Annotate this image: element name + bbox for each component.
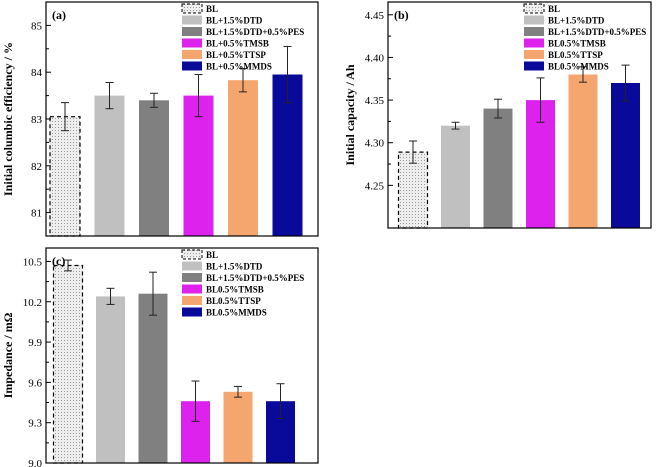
bar-bl: [397, 151, 429, 229]
legend-label: BL+1.5%DTD+0.5%PES: [206, 27, 304, 37]
y-tick-label: 4.30: [365, 138, 385, 150]
bar-bl: [49, 116, 81, 237]
legend-swatch-tmsb: [182, 38, 202, 48]
bar-dtd_pes: [138, 293, 168, 463]
chart-panel-a: 81 82 83 84 85 Initial columbic efficiency / …: [1, 1, 319, 237]
legend-swatch-ttsp: [182, 296, 202, 305]
y-tick-label: 9.0: [28, 458, 42, 467]
error-bar: [409, 140, 417, 164]
plot-frame: [387, 1, 652, 229]
bar-dtd_pes: [483, 108, 513, 228]
y-tick-label: 10.2: [23, 297, 42, 309]
chart-panel-b: 4.25 4.30 4.35 4.40 4.45 Initial capacity / A…: [343, 1, 652, 229]
legend-label: BL0.5%TTSP: [206, 296, 261, 306]
error-bar: [494, 98, 502, 119]
legend-swatch-dtd_pes: [182, 27, 202, 36]
legend-swatch-dtd_pes: [524, 27, 544, 36]
legend-label: BL: [206, 250, 218, 260]
y-tick-label: 85: [31, 20, 43, 32]
y-tick-label: 84: [31, 67, 43, 79]
legend-swatch-dtd: [182, 261, 202, 271]
y-tick-label: 4.45: [365, 10, 385, 22]
error-bar: [536, 77, 545, 123]
legend-label: BL+1.5%DTD+0.5%PES: [206, 273, 304, 283]
legend-swatch-mmds: [182, 61, 202, 71]
error-bar: [191, 380, 200, 422]
panel-label: (a): [52, 8, 66, 22]
legend-label: BL+0.5%TTSP: [206, 50, 266, 60]
bar-ttsp: [568, 74, 598, 228]
error-bar: [194, 74, 203, 118]
bar-ttsp: [228, 80, 258, 236]
bar-ttsp: [223, 391, 253, 463]
error-bar: [276, 383, 285, 420]
legend-label: BL+1.5%DTD: [206, 16, 263, 26]
y-tick-label: 4.40: [365, 52, 385, 64]
error-bar: [283, 45, 292, 104]
legend-label: BL: [548, 4, 560, 14]
legend-swatch-tmsb: [182, 284, 202, 294]
y-tick-label: 9.6: [28, 377, 42, 389]
legend-label: BL+0.5%MMDS: [206, 62, 272, 72]
legend-swatch-mmds: [524, 61, 544, 71]
legend-label: BL0.5%TTSP: [548, 50, 603, 60]
error-bar: [621, 64, 630, 102]
error-bar: [579, 66, 587, 83]
error-bar: [61, 102, 69, 132]
y-tick-label: 4.25: [365, 180, 385, 192]
y-axis-title: Impedance / mΩ: [1, 312, 15, 398]
legend-label: BL0.5%MMDS: [548, 62, 609, 72]
error-bar: [64, 259, 72, 272]
y-tick-label: 82: [31, 161, 42, 173]
legend-label: BL+0.5%TMSB: [206, 39, 269, 49]
legend-label: BL: [206, 4, 218, 14]
legend-swatch-mmds: [182, 307, 202, 317]
legend-label: BL+1.5%DTD: [548, 16, 605, 26]
y-tick-label: 4.35: [365, 95, 385, 107]
y-tick-label: 9.9: [28, 337, 42, 349]
legend-swatch-dtd: [182, 15, 202, 25]
legend-swatch-bl: [181, 3, 203, 14]
error-bar: [105, 81, 114, 110]
legend-swatch-bl: [523, 3, 545, 14]
error-bar: [106, 287, 115, 305]
error-bar: [150, 92, 158, 108]
bar-dtd: [441, 125, 470, 228]
error-bar: [234, 385, 242, 398]
y-tick-label: 10.5: [23, 256, 43, 268]
legend-label: BL0.5%MMDS: [206, 308, 267, 318]
y-axis-title: Initial capacity / Ah: [343, 64, 357, 165]
bar-dtd_pes: [139, 100, 169, 236]
legend-swatch-ttsp: [182, 50, 202, 59]
legend-swatch-bl: [181, 249, 203, 260]
error-bar: [451, 121, 460, 130]
bar-bl: [52, 264, 84, 464]
plot-frame: [45, 247, 319, 464]
y-tick-label: 83: [31, 114, 43, 126]
panel-label: (c): [52, 254, 65, 268]
legend-label: BL+1.5%DTD+0.5%PES: [548, 27, 646, 37]
legend-swatch-tmsb: [524, 38, 544, 48]
legend-label: BL0.5%TMSB: [206, 285, 264, 295]
error-bar: [149, 271, 157, 316]
y-tick-label: 81: [31, 208, 42, 220]
legend-label: BL+1.5%DTD: [206, 262, 263, 272]
legend-swatch-dtd_pes: [182, 273, 202, 282]
error-bar: [239, 67, 247, 93]
legend-label: BL0.5%TMSB: [548, 39, 606, 49]
bar-dtd: [94, 95, 125, 236]
bar-tmsb: [183, 95, 214, 236]
panel-label: (b): [394, 8, 409, 22]
bar-dtd: [96, 296, 125, 463]
y-axis-title: Initial columbic efficiency / %: [1, 42, 15, 196]
legend-swatch-ttsp: [524, 50, 544, 59]
y-tick-label: 9.3: [28, 418, 42, 430]
bar-mmds: [611, 83, 640, 228]
legend-swatch-dtd: [524, 15, 544, 25]
